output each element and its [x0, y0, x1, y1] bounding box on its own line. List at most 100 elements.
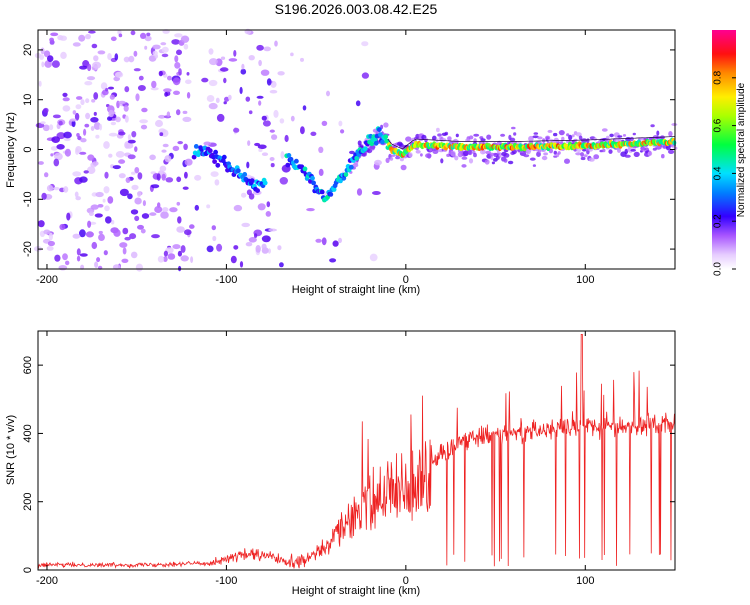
- spectrogram-noise-blob: [127, 139, 136, 144]
- spectrogram-ridge-point: [221, 154, 227, 160]
- spectrogram-noise-blob: [141, 213, 150, 219]
- spectrogram-noise-blob: [75, 104, 82, 110]
- spectrogram-ridge-point: [348, 164, 354, 170]
- spectrogram-noise-blob: [47, 240, 56, 247]
- spectrogram-noise-blob: [54, 152, 63, 161]
- spectrogram-noise-blob: [355, 100, 361, 107]
- colorbar-tick-label: 0.2: [713, 214, 724, 228]
- spectrogram-noise-blob: [241, 192, 247, 198]
- spectrogram-noise-blob: [85, 231, 94, 238]
- spectrogram-ridge-halo: [532, 135, 539, 139]
- spectrogram-noise-blob: [256, 95, 264, 99]
- spectrogram-noise-blob: [190, 256, 194, 263]
- spectrogram-noise-blob: [164, 91, 169, 97]
- spectrogram-noise-blob: [130, 30, 136, 36]
- spectrogram-ridge-halo: [553, 150, 557, 155]
- spectrogram-ridge-halo: [593, 154, 600, 160]
- spectrogram-noise-blob: [265, 211, 271, 217]
- spectrogram-noise-blob: [180, 255, 189, 262]
- spectrogram-noise-blob: [274, 40, 278, 47]
- spectrogram-noise-blob: [135, 93, 140, 102]
- spectrogram-ridge-halo: [558, 130, 565, 136]
- spectrogram-noise-blob: [94, 213, 103, 218]
- spectrogram-ridge-halo: [575, 152, 582, 156]
- spectrogram-noise-blob: [158, 114, 166, 119]
- spectrogram-noise-blob: [79, 65, 88, 70]
- spectrogram-noise-blob: [62, 97, 70, 102]
- spectrogram-noise-blob: [280, 151, 285, 159]
- spectrogram-ridge-halo: [586, 138, 590, 144]
- spectrogram-ridge-halo: [496, 149, 500, 154]
- snr-frame: [37, 330, 676, 571]
- spectrogram-noise-blob: [223, 101, 227, 105]
- spectrogram-ridge-halo: [557, 151, 561, 155]
- spectrogram-noise-blob: [177, 250, 182, 257]
- spectrogram-noise-blob: [48, 232, 54, 241]
- spectrogram-noise-blob: [247, 140, 251, 147]
- spectrogram-noise-blob: [277, 245, 282, 251]
- spectrogram-y-tick-label: -20: [22, 241, 34, 257]
- spectrogram-noise-blob: [88, 30, 96, 34]
- spectrogram-noise-blob: [214, 179, 220, 186]
- spectrogram-noise-blob: [216, 113, 225, 122]
- spectrogram-noise-blob: [209, 58, 218, 66]
- spectrogram-noise-blob: [138, 75, 144, 81]
- spectrogram-noise-blob: [79, 176, 88, 183]
- spectrogram-noise-blob: [130, 251, 138, 259]
- spectrogram-noise-blob: [240, 68, 247, 75]
- spectrogram-ridge-halo: [408, 152, 413, 158]
- spectrogram-noise-blob: [203, 141, 212, 146]
- spectrogram-noise-blob: [103, 186, 110, 194]
- spectrogram-ridge-halo: [425, 153, 432, 159]
- spectrogram-noise-blob: [99, 123, 103, 131]
- spectrogram-noise-blob: [87, 154, 95, 161]
- spectrogram-ridge-halo: [405, 136, 412, 142]
- spectrogram-ridge-halo: [606, 135, 610, 139]
- spectrogram-noise-blob: [182, 110, 188, 114]
- spectrogram-x-tick-label: 100: [576, 274, 594, 286]
- snr-y-label: SNR (10 * v/v): [5, 415, 17, 485]
- spectrogram-noise-blob: [97, 50, 106, 55]
- spectrogram-noise-blob: [104, 205, 110, 212]
- spectrogram-ridge-point: [310, 175, 315, 181]
- spectrogram-noise-blob: [119, 242, 128, 248]
- spectrogram-noise-blob: [87, 220, 92, 228]
- spectrogram-noise-blob: [38, 161, 44, 165]
- spectrogram-noise-blob: [124, 236, 131, 241]
- spectrogram-noise-blob: [44, 60, 52, 68]
- spectrogram-ridge-halo: [441, 132, 448, 136]
- spectrogram-noise-blob: [90, 204, 99, 210]
- spectrogram-noise-blob: [248, 193, 255, 200]
- spectrogram-ridge-point: [294, 158, 299, 164]
- spectrogram-noise-blob: [40, 47, 45, 55]
- spectrogram-noise-blob: [177, 141, 183, 145]
- spectrogram-ridge-point: [378, 132, 383, 138]
- spectrogram-noise-blob: [43, 50, 51, 58]
- spectrogram-noise-blob: [134, 167, 140, 174]
- spectrogram-noise-blob: [103, 141, 110, 149]
- spectrogram-noise-blob: [258, 148, 263, 152]
- spectrogram-noise-blob: [118, 100, 126, 105]
- spectrogram-noise-blob: [261, 235, 271, 243]
- spectrogram-noise-blob: [258, 100, 262, 106]
- spectrogram-noise-blob: [163, 250, 168, 257]
- spectrogram-ridge-halo: [383, 122, 389, 128]
- spectrogram-noise-blob: [166, 111, 171, 117]
- spectrogram-x-tick-label: -200: [36, 274, 58, 286]
- spectrogram-noise-blob: [57, 35, 64, 41]
- spectrogram-ridge-halo: [545, 135, 551, 140]
- spectrogram-ridge-point: [672, 140, 677, 146]
- spectrogram-noise-blob: [39, 54, 44, 60]
- spectrogram-noise-blob: [212, 235, 217, 242]
- spectrogram-noise-blob: [161, 173, 166, 181]
- spectrogram-ridge-halo: [432, 135, 437, 141]
- spectrogram-noise-blob: [161, 46, 169, 53]
- spectrogram-noise-blob: [90, 117, 99, 123]
- spectrogram-noise-blob: [149, 154, 156, 161]
- spectrogram-noise-blob: [93, 111, 97, 116]
- spectrogram-ridge-point: [376, 127, 382, 132]
- spectrogram-ridge-point: [212, 159, 218, 165]
- spectrogram-noise-blob: [93, 92, 99, 100]
- spectrogram-noise-blob: [255, 245, 261, 253]
- spectrogram-ridge-halo: [629, 136, 634, 142]
